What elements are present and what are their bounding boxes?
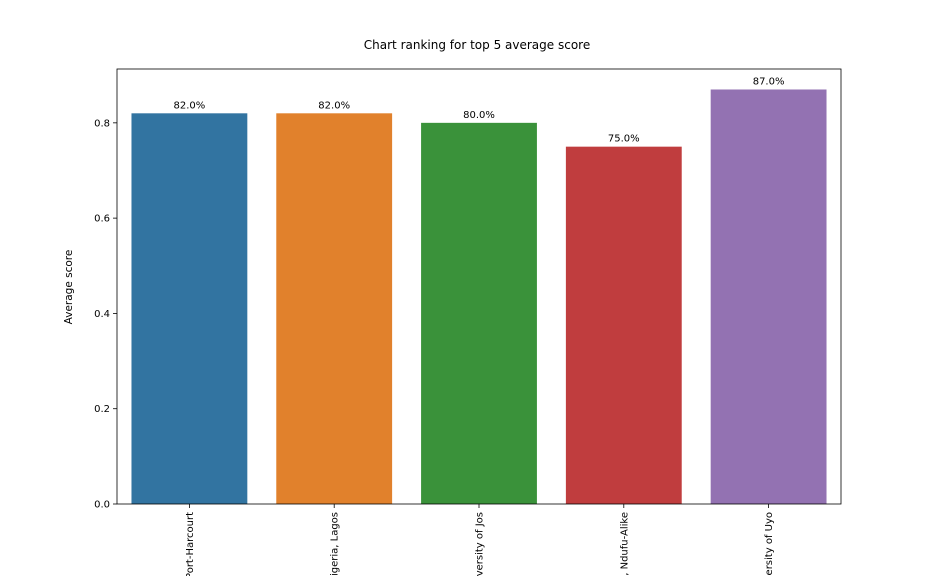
y-tick-label-4: 0.6	[94, 214, 110, 225]
chart-title: Chart ranking for top 5 average score	[364, 38, 590, 52]
y-tick-label-5: 0.8	[94, 118, 110, 129]
data-label-4: 75.0%	[608, 134, 640, 145]
y-tick-label-2: 0.2	[94, 404, 110, 415]
data-label-3: 80.0%	[463, 110, 495, 121]
y-tick-label-1: 0.0	[94, 500, 110, 511]
x-tick-label-3: versity of Jos	[475, 512, 486, 576]
bars-layer: 82.0% 82.0% 80.0% 75.0% 87.0%	[131, 76, 827, 505]
bar-5	[710, 89, 827, 505]
x-tick-label-2: igeria, Lagos	[330, 512, 341, 576]
y-axis: 0.0 0.2 0.4 0.6 0.8	[94, 118, 117, 511]
x-tick-label-4: , Ndufu-Alike	[619, 512, 630, 576]
bar-3	[421, 122, 537, 504]
bar-4	[565, 146, 682, 504]
y-axis-label: Average score	[63, 250, 75, 325]
x-tick-label-1: Port-Harcourt	[185, 512, 196, 576]
plot-frame	[116, 68, 842, 505]
x-axis: Port-Harcourt igeria, Lagos versity of Jos…	[185, 504, 775, 576]
bar-2	[276, 113, 393, 504]
x-tick-label-5: ersity of Uyo	[764, 512, 775, 575]
bar-1	[131, 113, 248, 504]
data-label-2: 82.0%	[318, 100, 350, 111]
data-label-5: 87.0%	[753, 76, 785, 87]
data-label-1: 82.0%	[174, 100, 206, 111]
y-tick-label-3: 0.4	[94, 309, 110, 320]
